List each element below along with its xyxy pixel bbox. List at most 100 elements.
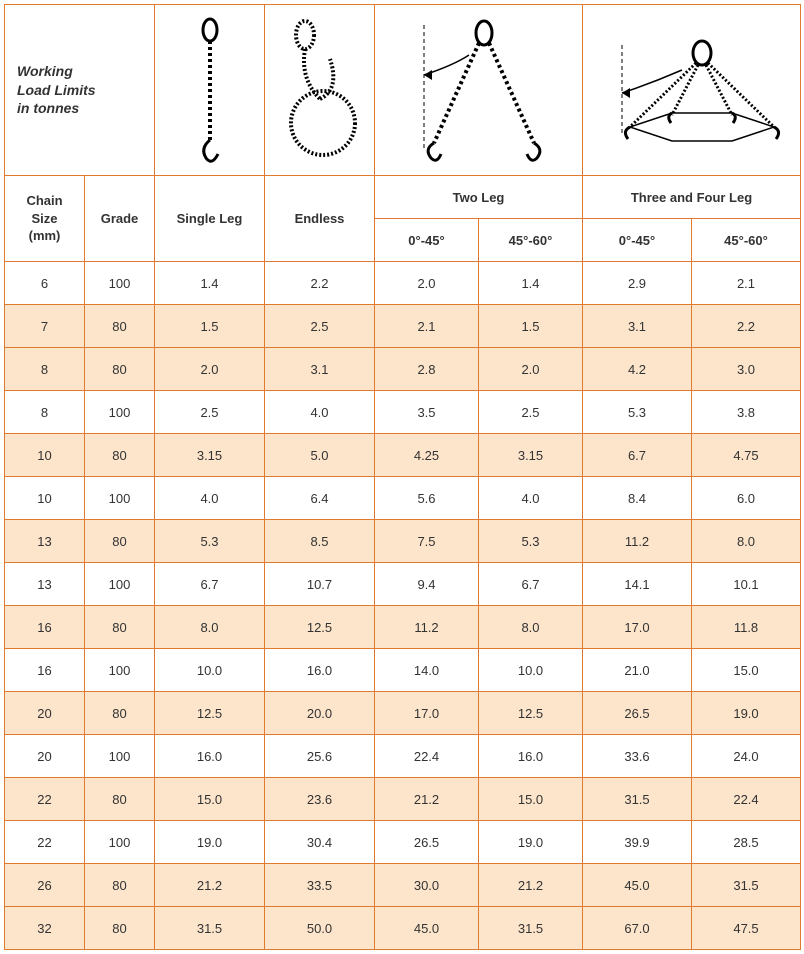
table-row: 268021.233.530.021.245.031.5 <box>5 864 801 907</box>
cell-four_a: 33.6 <box>583 735 692 778</box>
cell-two_b: 10.0 <box>479 649 583 692</box>
table-row: 61001.42.22.01.42.92.1 <box>5 262 801 305</box>
col-two-leg-a: 0°-45° <box>375 219 479 262</box>
cell-two_a: 17.0 <box>375 692 479 735</box>
cell-grade: 100 <box>85 563 155 606</box>
cell-size: 16 <box>5 649 85 692</box>
cell-grade: 80 <box>85 692 155 735</box>
cell-size: 16 <box>5 606 85 649</box>
table-row: 2210019.030.426.519.039.928.5 <box>5 821 801 864</box>
title-line-1: Working <box>17 63 73 79</box>
table-row: 1610010.016.014.010.021.015.0 <box>5 649 801 692</box>
cell-endless: 10.7 <box>265 563 375 606</box>
cell-two_a: 26.5 <box>375 821 479 864</box>
cell-two_b: 15.0 <box>479 778 583 821</box>
cell-four_a: 21.0 <box>583 649 692 692</box>
table-row: 81002.54.03.52.55.33.8 <box>5 391 801 434</box>
cell-four_a: 26.5 <box>583 692 692 735</box>
four-leg-diagram <box>583 5 801 176</box>
cell-grade: 80 <box>85 348 155 391</box>
table-row: 2010016.025.622.416.033.624.0 <box>5 735 801 778</box>
cell-single: 2.0 <box>155 348 265 391</box>
cell-four_a: 67.0 <box>583 907 692 950</box>
cell-grade: 100 <box>85 477 155 520</box>
cell-four_a: 14.1 <box>583 563 692 606</box>
cell-two_b: 31.5 <box>479 907 583 950</box>
cell-single: 2.5 <box>155 391 265 434</box>
table-row: 8802.03.12.82.04.23.0 <box>5 348 801 391</box>
cell-two_a: 30.0 <box>375 864 479 907</box>
cell-grade: 100 <box>85 821 155 864</box>
cell-two_a: 2.0 <box>375 262 479 305</box>
cell-two_a: 5.6 <box>375 477 479 520</box>
cell-two_a: 4.25 <box>375 434 479 477</box>
title-line-2: Load Limits <box>17 82 96 98</box>
cell-two_a: 2.8 <box>375 348 479 391</box>
cell-four_b: 3.8 <box>692 391 801 434</box>
cell-grade: 80 <box>85 434 155 477</box>
cell-two_b: 8.0 <box>479 606 583 649</box>
cell-size: 20 <box>5 692 85 735</box>
cell-endless: 25.6 <box>265 735 375 778</box>
cell-two_a: 22.4 <box>375 735 479 778</box>
cell-four_b: 6.0 <box>692 477 801 520</box>
cell-four_b: 10.1 <box>692 563 801 606</box>
table-row: 16808.012.511.28.017.011.8 <box>5 606 801 649</box>
cell-two_a: 2.1 <box>375 305 479 348</box>
cell-single: 16.0 <box>155 735 265 778</box>
col-two-leg: Two Leg <box>375 176 583 219</box>
cell-single: 1.4 <box>155 262 265 305</box>
cell-size: 10 <box>5 477 85 520</box>
cell-endless: 3.1 <box>265 348 375 391</box>
cell-two_b: 4.0 <box>479 477 583 520</box>
cell-grade: 80 <box>85 606 155 649</box>
cell-endless: 23.6 <box>265 778 375 821</box>
cell-two_b: 1.4 <box>479 262 583 305</box>
cell-size: 32 <box>5 907 85 950</box>
cell-size: 8 <box>5 391 85 434</box>
cell-four_a: 45.0 <box>583 864 692 907</box>
cell-grade: 80 <box>85 907 155 950</box>
col-single-leg: Single Leg <box>155 176 265 262</box>
cell-four_b: 11.8 <box>692 606 801 649</box>
col-grade: Grade <box>85 176 155 262</box>
table-row: 328031.550.045.031.567.047.5 <box>5 907 801 950</box>
single-leg-diagram <box>155 5 265 176</box>
cell-two_b: 21.2 <box>479 864 583 907</box>
cell-four_b: 3.0 <box>692 348 801 391</box>
load-limits-table: Working Load Limits in tonnes <box>4 4 801 950</box>
table-row: 7801.52.52.11.53.12.2 <box>5 305 801 348</box>
cell-single: 21.2 <box>155 864 265 907</box>
table-title: Working Load Limits in tonnes <box>5 5 155 176</box>
cell-single: 10.0 <box>155 649 265 692</box>
col-three-four-leg: Three and Four Leg <box>583 176 801 219</box>
cell-grade: 80 <box>85 305 155 348</box>
cell-grade: 100 <box>85 262 155 305</box>
cell-two_b: 2.5 <box>479 391 583 434</box>
cell-four_a: 11.2 <box>583 520 692 563</box>
cell-single: 8.0 <box>155 606 265 649</box>
cell-endless: 6.4 <box>265 477 375 520</box>
cell-endless: 12.5 <box>265 606 375 649</box>
cell-single: 31.5 <box>155 907 265 950</box>
cell-endless: 50.0 <box>265 907 375 950</box>
two-leg-diagram <box>375 5 583 176</box>
cell-grade: 100 <box>85 735 155 778</box>
cell-single: 6.7 <box>155 563 265 606</box>
cell-four_b: 31.5 <box>692 864 801 907</box>
cell-four_b: 22.4 <box>692 778 801 821</box>
cell-two_b: 12.5 <box>479 692 583 735</box>
title-line-3: in tonnes <box>17 100 79 116</box>
cell-single: 12.5 <box>155 692 265 735</box>
cell-size: 13 <box>5 520 85 563</box>
cell-four_b: 28.5 <box>692 821 801 864</box>
cell-four_b: 4.75 <box>692 434 801 477</box>
col-chain-size: ChainSize(mm) <box>5 176 85 262</box>
cell-four_a: 31.5 <box>583 778 692 821</box>
cell-endless: 2.5 <box>265 305 375 348</box>
cell-endless: 4.0 <box>265 391 375 434</box>
cell-two_a: 14.0 <box>375 649 479 692</box>
cell-endless: 30.4 <box>265 821 375 864</box>
cell-four_b: 2.1 <box>692 262 801 305</box>
cell-two_b: 6.7 <box>479 563 583 606</box>
